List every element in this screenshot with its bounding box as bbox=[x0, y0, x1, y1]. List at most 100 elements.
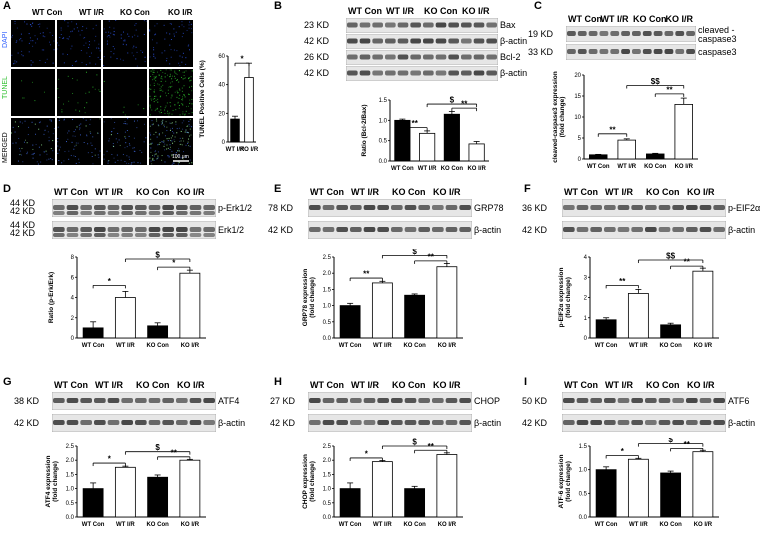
blot-protein-label: Bax bbox=[500, 20, 516, 30]
blot-strip-p-eif2 bbox=[562, 199, 726, 217]
col-wt-con: WT Con bbox=[32, 8, 63, 17]
bar-wt-con bbox=[82, 488, 104, 518]
blot-col-wt-i-r: WT I/R bbox=[95, 187, 123, 197]
y-tick-label: 10 bbox=[574, 115, 581, 121]
x-tick-label: KO I/R bbox=[181, 522, 200, 528]
blot-col-ko-i-r: KO I/R bbox=[433, 187, 461, 197]
bar-wt-i-r bbox=[371, 282, 393, 339]
blot-strip-actin bbox=[562, 221, 726, 239]
blot-col-wt-con: WT Con bbox=[54, 380, 88, 390]
y-tick-label: 0 bbox=[71, 336, 75, 342]
sig-label: * bbox=[108, 277, 112, 286]
bar-wt-con bbox=[394, 119, 411, 162]
x-tick-label: KO Con bbox=[659, 343, 682, 349]
sig-label: $$ bbox=[651, 77, 660, 86]
panel-letter: D bbox=[3, 183, 11, 195]
bar-wt-i-r bbox=[419, 132, 436, 162]
sig-label: * bbox=[240, 55, 244, 64]
y-tick-label: 0.0 bbox=[323, 515, 332, 521]
micrograph-merged-ko-i-r bbox=[149, 118, 193, 165]
micrograph-tunel-wt-i-r bbox=[57, 69, 101, 116]
y-tick-label: 0.5 bbox=[323, 501, 332, 507]
y-tick-label: 1.5 bbox=[579, 444, 588, 450]
blot-col-ko-con: KO Con bbox=[424, 6, 458, 16]
micrograph-dapi-ko-i-r bbox=[149, 20, 193, 67]
y-tick-label: 40 bbox=[218, 83, 225, 89]
x-tick-label: WT I/R bbox=[629, 522, 648, 528]
bar-wt-i-r bbox=[371, 461, 393, 518]
row-label-dapi: DAPI bbox=[2, 31, 9, 48]
bar-wt-i-r bbox=[230, 118, 240, 143]
blot-kd-label: 42 KD bbox=[522, 225, 548, 235]
y-tick-label: 1.0 bbox=[323, 487, 332, 493]
blot-col-wt-i-r: WT I/R bbox=[600, 14, 629, 24]
blot-protein-label: β-actin bbox=[728, 225, 756, 235]
x-tick-label: KO Con bbox=[146, 522, 169, 528]
y-axis-label: p-EIF2α expression(fold change) bbox=[558, 267, 572, 327]
scale-bar-label: 100 μm bbox=[172, 154, 189, 160]
bar-ko-i-r bbox=[692, 451, 714, 518]
blot-protein-label: β-actin bbox=[500, 68, 528, 78]
bar-ko-con bbox=[443, 113, 460, 162]
panel-i: I WT Con WT I/R KO Con KO I/R 50 KD ATF6 42 KD… bbox=[520, 358, 764, 535]
blot-col-wt-con: WT Con bbox=[310, 187, 344, 197]
blot-col-wt-i-r: WT I/R bbox=[605, 187, 633, 197]
chart-c: 0 5 10 15 20 cleaved-caspase3 expression(fold… bbox=[552, 71, 698, 170]
blot-col-ko-i-r: KO I/R bbox=[177, 380, 205, 390]
x-tick-label: KO I/R bbox=[694, 522, 713, 528]
bar-ko-i-r bbox=[468, 143, 485, 162]
chart-a: 0 20 40 60 TUNEL Positive Cells (%) WT I/RKO … bbox=[199, 54, 259, 153]
blot-strip-caspase3 bbox=[566, 44, 696, 60]
sig-label: ** bbox=[412, 119, 419, 128]
blot-protein-label: ATF6 bbox=[728, 396, 750, 406]
micrograph-merged-wt-con bbox=[11, 118, 55, 165]
blot-strip-chop bbox=[308, 392, 472, 410]
blot-strip-actin bbox=[346, 34, 498, 49]
blot-strip-erk1-2 bbox=[52, 221, 216, 239]
panel-g: G WT Con WT I/R KO Con KO I/R 38 KD ATF4 42 KD… bbox=[0, 358, 260, 535]
y-tick-label: 0.5 bbox=[379, 139, 388, 145]
bar-wt-i-r bbox=[627, 458, 649, 518]
sig-label: ** bbox=[684, 440, 691, 449]
sig-label: * bbox=[172, 259, 176, 268]
blot-col-wt-i-r: WT I/R bbox=[386, 6, 414, 16]
panel-letter: E bbox=[274, 183, 282, 195]
y-axis-label: CHOP expression(fold change) bbox=[302, 454, 316, 509]
x-tick-label: WT Con bbox=[339, 522, 362, 528]
blot-col-wt-con: WT Con bbox=[564, 380, 598, 390]
micrograph-merged-ko-con bbox=[103, 118, 147, 165]
y-tick-label: 1.5 bbox=[323, 472, 332, 478]
column-headers: WT Con WT I/R KO Con KO I/R bbox=[30, 8, 210, 20]
x-tick-label: KO I/R bbox=[694, 343, 713, 349]
y-tick-label: 1.0 bbox=[379, 118, 388, 124]
x-tick-label: WT I/R bbox=[116, 343, 135, 349]
y-tick-label: 20 bbox=[218, 111, 225, 117]
sig-label: ** bbox=[619, 277, 626, 286]
y-tick-label: 0.5 bbox=[579, 491, 588, 497]
panel-c: C WT Con WT I/R KO Con KO I/R 19 KD cleaved -… bbox=[528, 0, 764, 175]
blot-protein-label: CHOP bbox=[474, 396, 501, 406]
x-tick-label: KO Con bbox=[403, 522, 426, 528]
y-tick-label: 0 bbox=[222, 140, 226, 146]
row-label-merged: MERGED bbox=[2, 132, 9, 163]
y-tick-label: 4 bbox=[584, 255, 588, 261]
micrograph-dapi-ko-con bbox=[103, 20, 147, 67]
blot-kd-label: 42 KD bbox=[522, 418, 548, 428]
sig-label: ** bbox=[428, 252, 435, 261]
y-tick-label: 0.0 bbox=[66, 515, 75, 521]
panel-letter: A bbox=[3, 0, 11, 12]
x-tick-label: WT I/R bbox=[617, 164, 636, 170]
blot-protein-label: caspase3 bbox=[698, 47, 737, 57]
blot-kd-label: 50 KD bbox=[522, 396, 548, 406]
panel-letter: C bbox=[534, 0, 542, 12]
blot-col-wt-i-r: WT I/R bbox=[351, 187, 379, 197]
y-tick-label: 1 bbox=[584, 316, 588, 322]
x-tick-label: KO I/R bbox=[675, 164, 694, 170]
bar-ko-con bbox=[660, 324, 682, 339]
bar-ko-con bbox=[660, 472, 682, 518]
blot-col-wt-con: WT Con bbox=[568, 14, 602, 24]
blot-col-wt-i-r: WT I/R bbox=[95, 380, 123, 390]
bar-ko-con bbox=[404, 488, 426, 518]
bar-wt-con bbox=[339, 488, 361, 518]
x-tick-label: KO Con bbox=[644, 164, 667, 170]
